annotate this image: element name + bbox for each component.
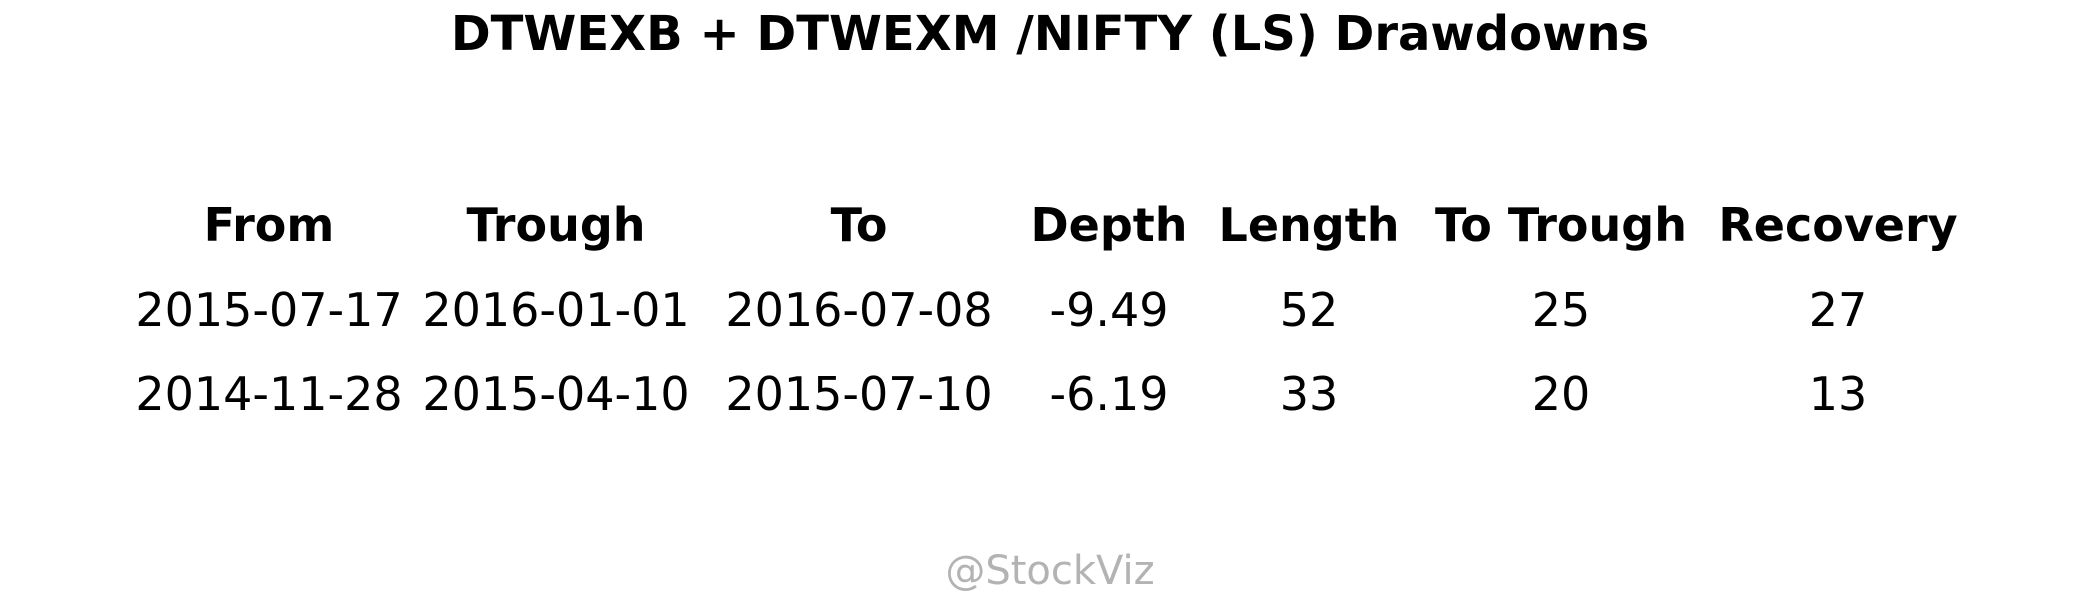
column-header-length: Length — [1218, 198, 1400, 252]
watermark: @StockViz — [945, 548, 1155, 594]
column-header-depth: Depth — [1030, 198, 1188, 252]
table-header-row: From Trough To Depth Length To Trough Re… — [135, 182, 1963, 268]
column-header-trough: Trough — [466, 198, 646, 252]
cell-recovery: 27 — [1808, 283, 1868, 337]
cell-length: 52 — [1279, 283, 1339, 337]
column-header-from: From — [203, 198, 335, 252]
table-row: 2014-11-28 2015-04-10 2015-07-10 -6.19 3… — [135, 352, 1963, 436]
table-row: 2015-07-17 2016-01-01 2016-07-08 -9.49 5… — [135, 268, 1963, 352]
cell-recovery: 13 — [1808, 367, 1868, 421]
cell-depth: -6.19 — [1049, 367, 1169, 421]
column-header-to-trough: To Trough — [1435, 198, 1687, 252]
chart-title: DTWEXB + DTWEXM /NIFTY (LS) Drawdowns — [450, 6, 1650, 62]
cell-depth: -9.49 — [1049, 283, 1169, 337]
drawdowns-table: From Trough To Depth Length To Trough Re… — [135, 182, 1963, 436]
cell-to-trough: 25 — [1531, 283, 1591, 337]
cell-to: 2016-07-08 — [725, 283, 993, 337]
column-header-recovery: Recovery — [1718, 198, 1958, 252]
cell-trough: 2016-01-01 — [422, 283, 690, 337]
cell-to-trough: 20 — [1531, 367, 1591, 421]
cell-from: 2014-11-28 — [135, 367, 403, 421]
cell-to: 2015-07-10 — [725, 367, 993, 421]
cell-length: 33 — [1279, 367, 1339, 421]
cell-trough: 2015-04-10 — [422, 367, 690, 421]
column-header-to: To — [830, 198, 888, 252]
cell-from: 2015-07-17 — [135, 283, 403, 337]
